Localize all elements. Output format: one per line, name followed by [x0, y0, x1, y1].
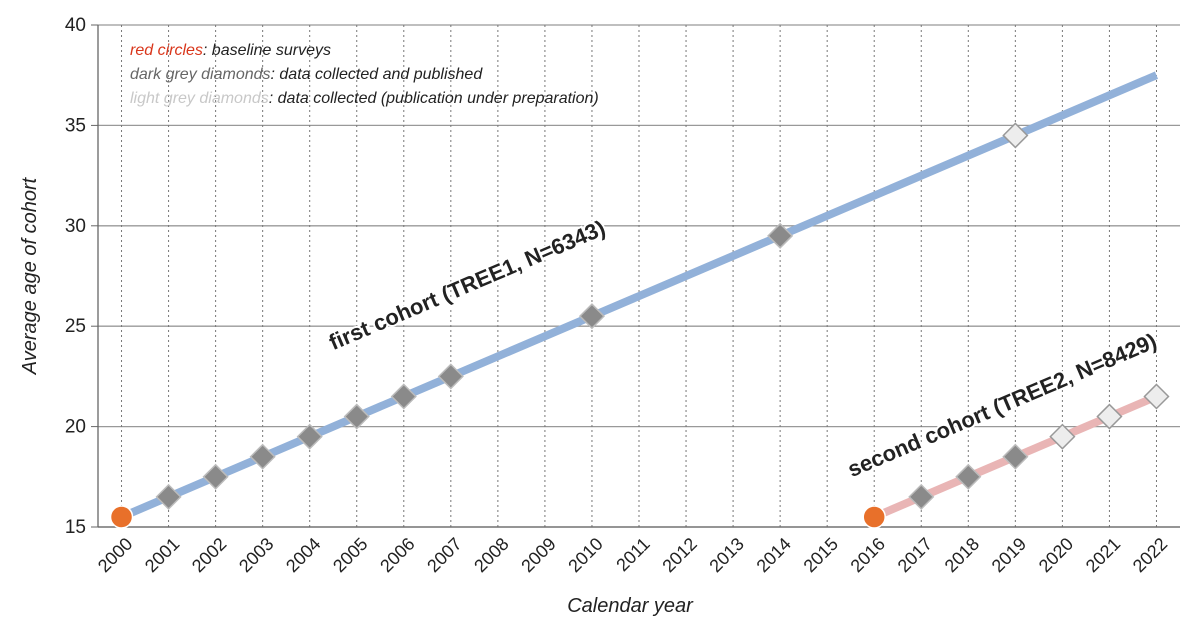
legend-description: : data collected (publication under prep… — [269, 90, 599, 107]
x-tick-label: 2006 — [376, 534, 418, 576]
x-tick-label: 2001 — [141, 534, 183, 576]
y-tick-label: 35 — [65, 115, 86, 136]
y-tick-label: 20 — [65, 417, 86, 438]
series-label: first cohort (TREE1, N=6343) — [325, 215, 609, 355]
y-axis-title: Average age of cohort — [19, 176, 41, 375]
legend-key: dark grey diamonds — [130, 66, 271, 83]
x-tick-label: 2017 — [894, 534, 936, 576]
legend-entry: red circles: baseline surveys — [130, 42, 331, 59]
x-tick-label: 2015 — [800, 534, 842, 576]
x-tick-label: 2019 — [988, 534, 1030, 576]
marker — [1096, 403, 1123, 430]
marker — [1049, 423, 1076, 450]
marker — [296, 423, 323, 450]
x-tick-label: 2013 — [705, 534, 747, 576]
x-tick-label: 2018 — [941, 534, 983, 576]
x-tick-label: 2011 — [612, 534, 654, 576]
marker — [437, 363, 464, 390]
x-tick-label: 2005 — [329, 534, 371, 576]
legend-key: light grey diamonds — [130, 90, 269, 107]
x-tick-label: 2004 — [282, 534, 324, 576]
marker — [955, 463, 982, 490]
legend-description: : baseline surveys — [203, 42, 331, 59]
marker — [249, 443, 276, 470]
series-line — [119, 71, 1159, 521]
x-tick-label: 2003 — [235, 534, 277, 576]
y-tick-label: 40 — [65, 15, 86, 36]
x-axis-title: Calendar year — [567, 595, 694, 617]
y-tick-label: 25 — [65, 316, 86, 337]
marker — [767, 222, 794, 249]
marker — [908, 483, 935, 510]
marker — [1002, 122, 1029, 149]
x-tick-label: 2000 — [94, 534, 136, 576]
marker — [390, 383, 417, 410]
x-tick-label: 2010 — [564, 534, 606, 576]
y-tick-label: 15 — [65, 517, 86, 538]
x-tick-label: 2022 — [1129, 534, 1171, 576]
legend-entry: light grey diamonds: data collected (pub… — [130, 90, 599, 107]
marker — [1002, 443, 1029, 470]
x-tick-label: 2021 — [1082, 534, 1124, 576]
marker — [862, 505, 886, 529]
legend-description: : data collected and published — [271, 66, 484, 83]
x-tick-label: 2002 — [188, 534, 230, 576]
marker — [202, 463, 229, 490]
x-tick-label: 2008 — [470, 534, 512, 576]
x-tick-label: 2020 — [1035, 534, 1077, 576]
x-tick-label: 2012 — [658, 534, 700, 576]
marker — [578, 303, 606, 330]
marker — [109, 505, 134, 529]
x-tick-label: 2007 — [423, 534, 465, 576]
marker — [1143, 383, 1170, 410]
marker — [155, 483, 182, 510]
x-tick-label: 2014 — [752, 534, 794, 576]
legend-key: red circles — [130, 42, 203, 59]
marker — [343, 403, 370, 430]
x-tick-label: 2009 — [517, 534, 559, 576]
x-tick-label: 2016 — [847, 534, 889, 576]
y-tick-label: 30 — [65, 216, 86, 237]
legend-entry: dark grey diamonds: data collected and p… — [130, 66, 483, 83]
